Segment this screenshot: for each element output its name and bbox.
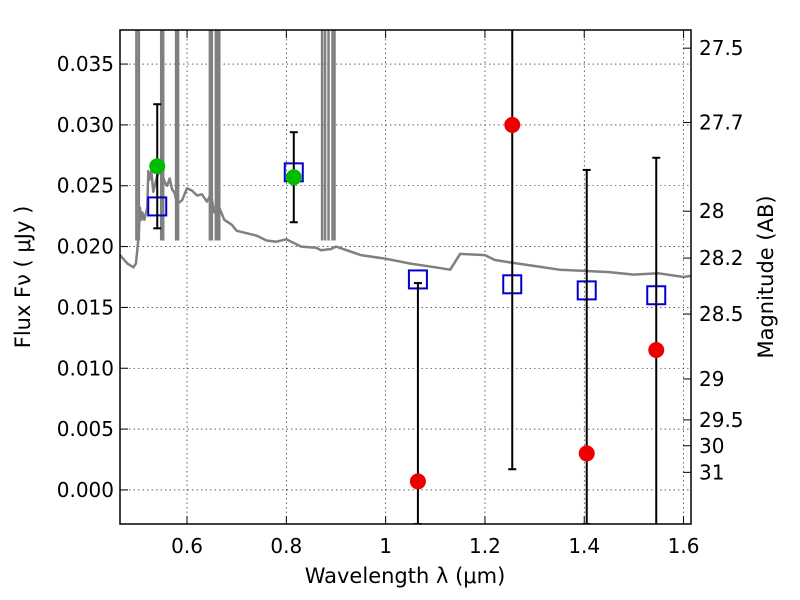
y2-tick-label: 28 <box>699 199 724 223</box>
y-tick-label: 0.025 <box>57 174 114 198</box>
plot-area <box>120 30 691 524</box>
x-tick-label: 1.6 <box>668 534 700 558</box>
axis-ticks: 0.6 0.8 1 1.2 1.4 1.6 0.000 0.005 0.010 0.015 0.02… <box>57 30 744 558</box>
y2-tick-label: 27.7 <box>699 110 744 134</box>
y-tick-label: 0.020 <box>57 235 114 259</box>
x-axis-title: Wavelength λ (μm) <box>305 564 506 588</box>
y-tick-label: 0.005 <box>57 417 114 441</box>
y-tick-label: 0.010 <box>57 356 114 380</box>
nondetection-point <box>504 116 521 133</box>
y2-tick-label: 29.5 <box>699 408 744 432</box>
y-tick-label: 0.030 <box>57 113 114 137</box>
y2-tick-label: 30 <box>699 434 724 458</box>
y2-tick-label: 31 <box>699 460 724 484</box>
y2-tick-label: 28.2 <box>699 246 744 270</box>
x-tick-label: 1 <box>379 534 392 558</box>
x-tick-label: 0.8 <box>270 534 302 558</box>
plot-frame <box>119 29 692 525</box>
detection-point <box>285 169 302 186</box>
y2-tick-label: 28.5 <box>699 302 744 326</box>
y-tick-label: 0.015 <box>57 295 114 319</box>
y2-axis-title: Magnitude (AB) <box>754 195 778 358</box>
y-tick-label: 0.000 <box>57 478 114 502</box>
detection-point <box>149 158 166 175</box>
x-tick-label: 1.4 <box>568 534 600 558</box>
y2-tick-label: 27.5 <box>699 36 744 60</box>
y-tick-label: 0.035 <box>57 52 114 76</box>
nondetection-point <box>578 445 595 462</box>
y2-tick-label: 29 <box>699 367 724 391</box>
x-tick-label: 1.2 <box>469 534 501 558</box>
y-axis-title: Flux Fν ( μJy ) <box>11 206 35 349</box>
x-tick-label: 0.6 <box>171 534 203 558</box>
nondetection-point <box>409 473 426 490</box>
nondetection-point <box>648 342 665 359</box>
grid <box>120 30 691 524</box>
